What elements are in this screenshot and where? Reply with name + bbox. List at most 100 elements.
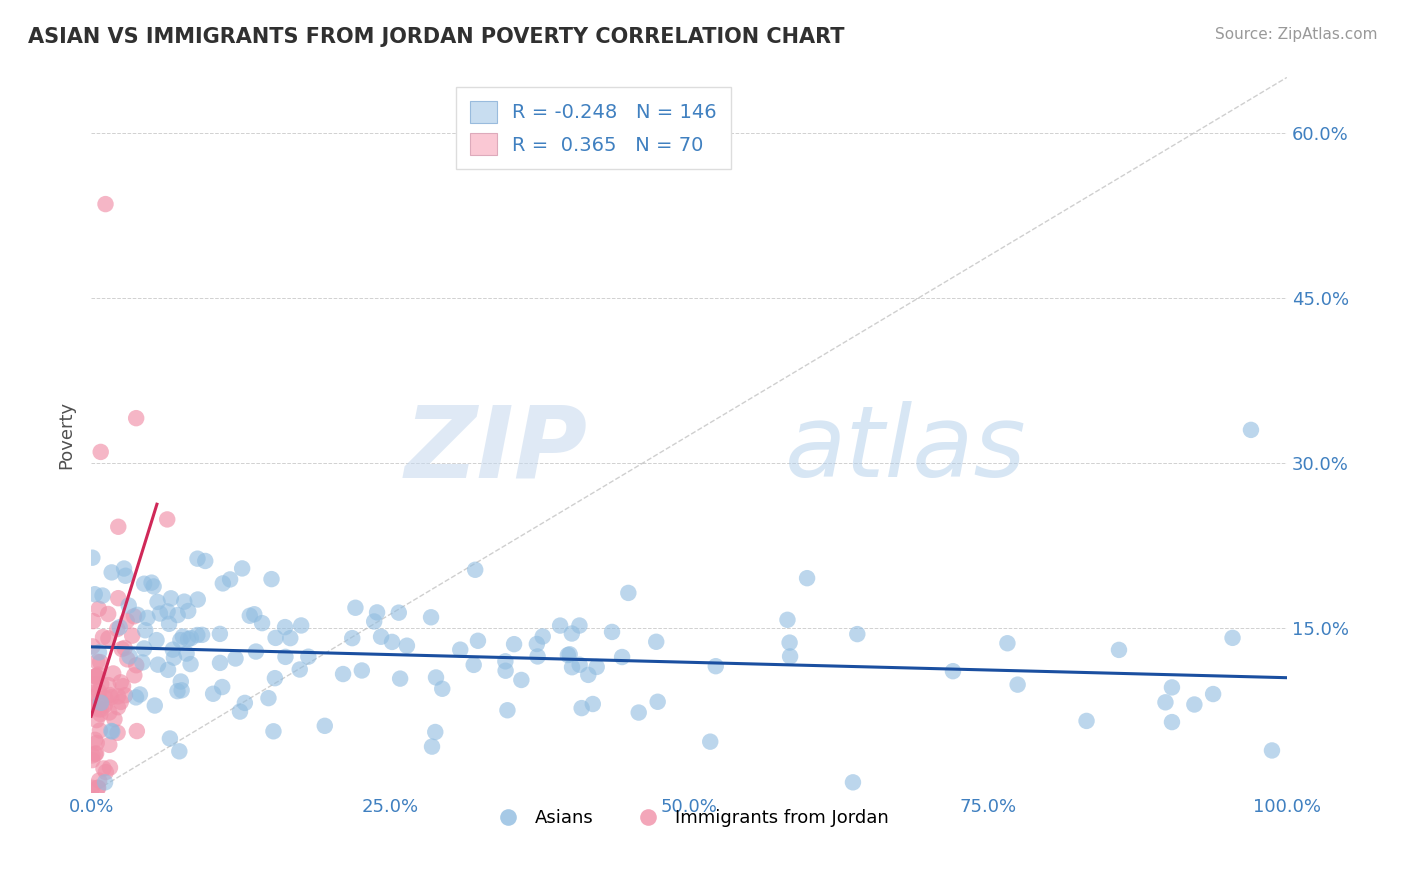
Point <box>842 775 865 789</box>
Point <box>94 197 117 211</box>
Point <box>83 587 105 601</box>
Point <box>143 698 166 713</box>
Point <box>134 624 156 638</box>
Text: Source: ZipAtlas.com: Source: ZipAtlas.com <box>1215 27 1378 42</box>
Point <box>82 686 104 700</box>
Point <box>160 591 183 606</box>
Point <box>89 655 111 669</box>
Point <box>98 688 121 702</box>
Point <box>257 691 280 706</box>
Point <box>645 634 668 648</box>
Point <box>98 760 121 774</box>
Point <box>290 618 312 632</box>
Point <box>84 732 107 747</box>
Point <box>274 620 297 634</box>
Point <box>118 599 141 613</box>
Point <box>134 576 156 591</box>
Point <box>1108 643 1130 657</box>
Point <box>344 600 367 615</box>
Point <box>627 706 650 720</box>
Point <box>177 632 200 647</box>
Point <box>98 706 121 720</box>
Point <box>125 724 148 739</box>
Point <box>314 719 336 733</box>
Point <box>420 610 443 624</box>
Point <box>388 606 411 620</box>
Point <box>420 739 443 754</box>
Point <box>208 627 231 641</box>
Point <box>610 650 633 665</box>
Point <box>110 675 132 690</box>
Point <box>87 667 110 681</box>
Point <box>97 607 120 621</box>
Point <box>779 649 801 664</box>
Point <box>107 520 129 534</box>
Point <box>100 566 122 580</box>
Point <box>389 672 412 686</box>
Point <box>125 411 148 425</box>
Point <box>776 613 799 627</box>
Point <box>1154 695 1177 709</box>
Point <box>617 586 640 600</box>
Point <box>576 668 599 682</box>
Point <box>162 642 184 657</box>
Point <box>84 747 107 761</box>
Point <box>187 592 209 607</box>
Point <box>114 688 136 702</box>
Point <box>395 639 418 653</box>
Point <box>1007 678 1029 692</box>
Point <box>129 688 152 702</box>
Point <box>211 680 233 694</box>
Point <box>202 687 225 701</box>
Point <box>582 697 605 711</box>
Point <box>101 724 124 739</box>
Point <box>107 726 129 740</box>
Point <box>145 633 167 648</box>
Point <box>568 618 591 632</box>
Point <box>260 572 283 586</box>
Point <box>571 701 593 715</box>
Point <box>122 609 145 624</box>
Point <box>93 698 115 713</box>
Point <box>342 631 364 645</box>
Point <box>568 657 591 672</box>
Point <box>84 669 107 683</box>
Point <box>647 695 669 709</box>
Point <box>211 576 233 591</box>
Point <box>90 702 112 716</box>
Point <box>94 765 117 780</box>
Point <box>98 738 121 752</box>
Point <box>350 664 373 678</box>
Point <box>494 654 516 668</box>
Point <box>142 579 165 593</box>
Point <box>176 647 198 661</box>
Point <box>156 512 179 526</box>
Point <box>1261 743 1284 757</box>
Point <box>114 568 136 582</box>
Point <box>156 604 179 618</box>
Point <box>274 649 297 664</box>
Point <box>166 608 188 623</box>
Point <box>172 630 194 644</box>
Point <box>225 651 247 665</box>
Point <box>186 628 208 642</box>
Point <box>166 684 188 698</box>
Point <box>93 761 115 775</box>
Point <box>121 629 143 643</box>
Point <box>141 575 163 590</box>
Point <box>117 652 139 666</box>
Point <box>264 671 287 685</box>
Point <box>83 677 105 691</box>
Point <box>82 753 104 767</box>
Point <box>125 690 148 705</box>
Point <box>180 631 202 645</box>
Point <box>89 692 111 706</box>
Point <box>105 622 128 636</box>
Point <box>191 628 214 642</box>
Point <box>496 703 519 717</box>
Point <box>112 679 135 693</box>
Point <box>107 591 129 606</box>
Point <box>86 780 108 795</box>
Point <box>495 664 517 678</box>
Point <box>111 642 134 657</box>
